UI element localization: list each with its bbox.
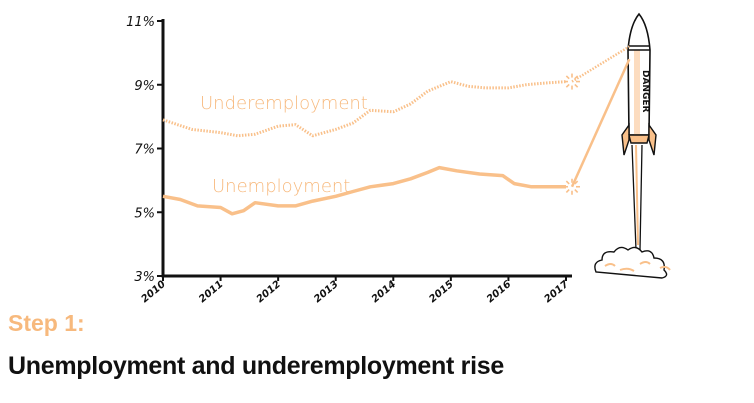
page-title: Unemployment and underemployment rise bbox=[8, 352, 504, 380]
axis-lines bbox=[161, 19, 572, 278]
y-tick-label: 7% bbox=[134, 143, 155, 158]
step-label: Step 1: bbox=[8, 310, 85, 336]
series-line-underemployment bbox=[162, 80, 567, 138]
x-tick-label: 2017 bbox=[543, 279, 571, 305]
x-tick-label: 2012 bbox=[255, 279, 283, 305]
rocket-exhaust bbox=[631, 144, 643, 251]
y-tick-label: 11% bbox=[126, 15, 155, 30]
burst-marker-icon bbox=[564, 73, 580, 90]
x-tick-label: 2014 bbox=[370, 279, 398, 305]
burst-marker-icon bbox=[564, 178, 580, 195]
x-tick-label: 2015 bbox=[427, 279, 455, 305]
y-tick-label: 3% bbox=[134, 270, 155, 285]
series-label: Underemployment bbox=[200, 93, 368, 114]
chart-series: Underemployment Unemployment bbox=[162, 45, 631, 216]
rocket-illustration: DANGER bbox=[594, 12, 671, 279]
y-tick-label: 9% bbox=[134, 79, 155, 94]
series-label: Unemployment bbox=[212, 176, 350, 197]
chart-axes: 3%5%7%9%11%2010 2011 2012 2013 2014 2015 2016 2… bbox=[126, 15, 572, 305]
projection-line-unemployment bbox=[570, 58, 631, 188]
projection-line-underemployment bbox=[571, 45, 630, 83]
x-tick-label: 2011 bbox=[197, 279, 225, 305]
y-tick-label: 5% bbox=[134, 206, 155, 221]
rocket-fins bbox=[621, 122, 657, 156]
x-tick-label: 2016 bbox=[485, 279, 513, 305]
x-tick-label: 2013 bbox=[312, 279, 340, 305]
smoke-cloud-icon bbox=[594, 246, 668, 279]
series-line-unemployment bbox=[162, 165, 566, 216]
rocket-danger-label: DANGER bbox=[640, 70, 650, 113]
